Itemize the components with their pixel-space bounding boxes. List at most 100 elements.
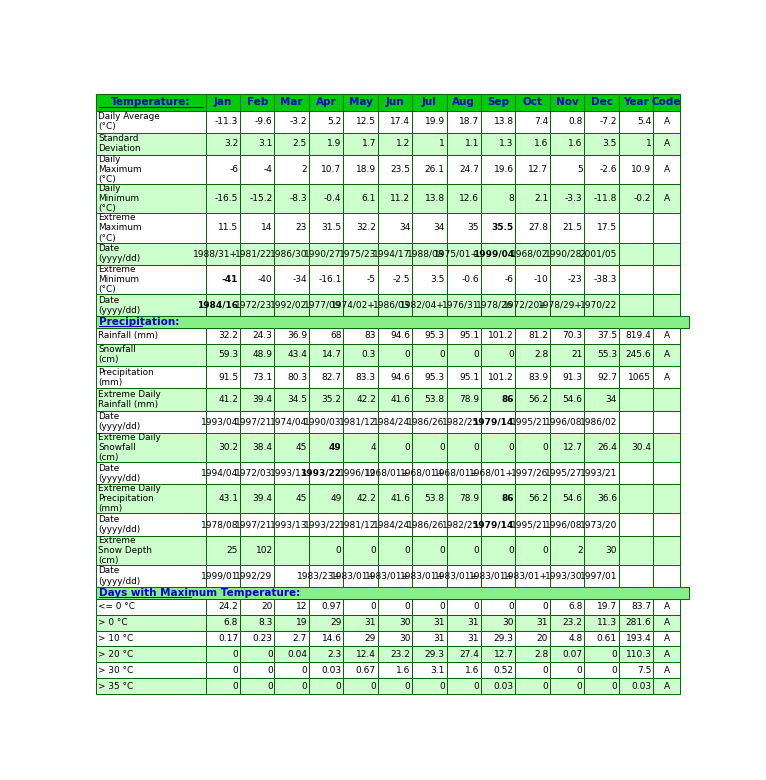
Bar [584,536,619,565]
Text: 1983/01+: 1983/01+ [469,572,514,580]
Text: 53.8: 53.8 [424,395,445,404]
Bar [309,462,343,484]
Bar [205,433,240,462]
Text: 245.6: 245.6 [626,350,651,360]
Bar [447,433,481,462]
Bar [96,366,205,388]
Text: -38.3: -38.3 [594,275,617,284]
Bar [550,536,584,565]
Bar [205,462,240,484]
Bar [412,111,447,133]
Bar [447,366,481,388]
Bar [481,433,516,462]
Bar [516,536,550,565]
Text: 4: 4 [370,443,376,452]
Text: 0: 0 [473,602,480,612]
Text: 1994/17: 1994/17 [373,249,411,258]
Bar [378,94,412,111]
Bar [96,111,205,133]
Text: 3.1: 3.1 [430,666,445,675]
Text: 1993/30: 1993/30 [545,572,583,580]
Bar [240,133,274,155]
Bar [584,214,619,243]
Bar [584,615,619,630]
Text: 86: 86 [501,395,514,404]
Text: Code: Code [652,97,681,107]
Bar [343,155,378,184]
Bar [240,662,274,679]
Bar [447,328,481,344]
Text: Extreme
Snow Depth
(cm): Extreme Snow Depth (cm) [98,536,152,565]
Bar [274,133,309,155]
Bar [481,243,516,265]
Bar [96,243,205,265]
Bar [240,328,274,344]
Bar [516,630,550,647]
Bar [378,462,412,484]
Text: 1995/21: 1995/21 [511,417,548,426]
Bar [205,328,240,344]
Text: 1981/12: 1981/12 [339,520,376,529]
Text: -8.3: -8.3 [290,194,307,204]
Bar [309,328,343,344]
Bar [343,433,378,462]
Bar [412,615,447,630]
Bar [343,133,378,155]
Text: -11.3: -11.3 [214,117,238,126]
Text: 30: 30 [399,634,411,643]
Text: 1982/25: 1982/25 [442,417,480,426]
Text: 24.3: 24.3 [253,332,273,340]
Text: 1.7: 1.7 [362,140,376,148]
Text: 68: 68 [330,332,342,340]
Text: A: A [663,332,669,340]
Bar [412,679,447,694]
Text: 94.6: 94.6 [391,373,411,381]
Bar [516,111,550,133]
Text: 31: 31 [468,618,480,627]
Bar [516,647,550,662]
Text: 29: 29 [365,634,376,643]
Bar [274,536,309,565]
Bar [205,155,240,184]
Text: Extreme
Maximum
(°C): Extreme Maximum (°C) [98,214,142,243]
Text: 1981/22: 1981/22 [235,249,273,258]
Text: -3.2: -3.2 [290,117,307,126]
Bar [516,433,550,462]
Bar [584,433,619,462]
Bar [653,328,680,344]
Text: 1977/09: 1977/09 [304,300,342,310]
Bar [653,462,680,484]
Bar [205,94,240,111]
Text: 78.9: 78.9 [459,495,480,503]
Text: 0: 0 [439,546,445,555]
Text: 5.4: 5.4 [637,117,651,126]
Text: 0: 0 [542,666,548,675]
Text: 1979/14: 1979/14 [473,417,514,426]
Text: A: A [663,194,669,204]
Bar [412,133,447,155]
Bar [205,265,240,294]
Bar [309,133,343,155]
Text: 35.2: 35.2 [322,395,342,404]
Text: 12.5: 12.5 [356,117,376,126]
Text: 101.2: 101.2 [488,332,514,340]
Bar [516,184,550,214]
Text: 11.3: 11.3 [597,618,617,627]
Bar [378,536,412,565]
Bar [343,615,378,630]
Bar [309,565,343,587]
Text: 1.9: 1.9 [327,140,342,148]
Text: 1983/01+: 1983/01+ [400,572,445,580]
Bar [584,294,619,316]
Text: Daily Average
(°C): Daily Average (°C) [98,112,160,131]
Text: 95.1: 95.1 [459,373,480,381]
Bar [481,388,516,410]
Bar [412,599,447,615]
Bar [240,679,274,694]
Bar [96,133,205,155]
Bar [550,615,584,630]
Bar [343,647,378,662]
Text: 23.2: 23.2 [391,650,411,659]
Text: 1993/04: 1993/04 [201,417,238,426]
Bar [516,615,550,630]
